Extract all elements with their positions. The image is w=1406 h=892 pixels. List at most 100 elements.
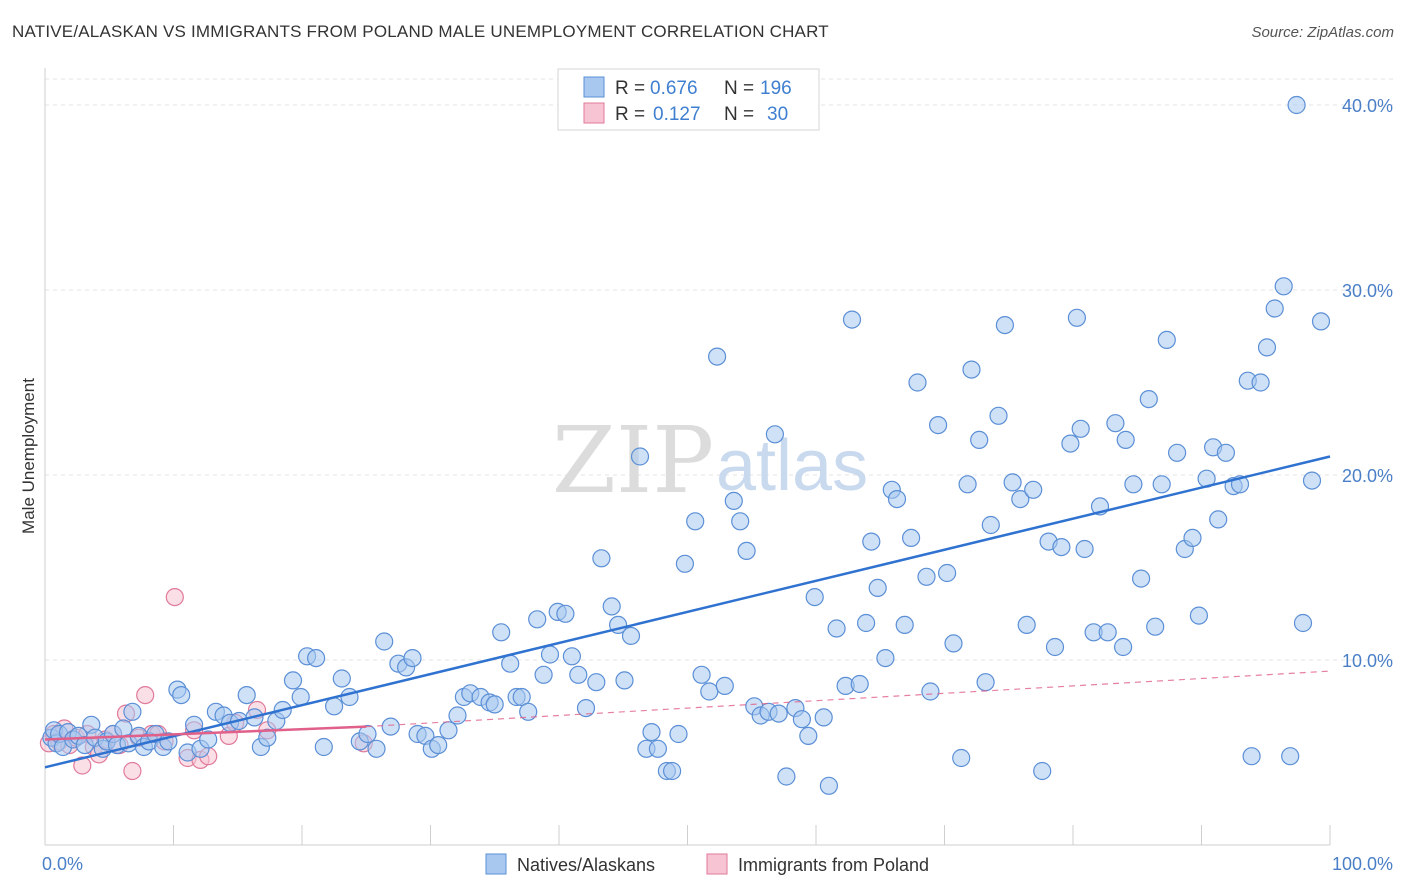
legend-r-value-2: 0.127: [653, 104, 701, 125]
point-native-73: [534, 665, 553, 684]
point-native-68: [501, 654, 520, 673]
point-native-175: [1242, 747, 1261, 766]
point-native-29: [199, 730, 218, 749]
point-native-151: [1075, 539, 1094, 559]
point-native-177: [1257, 338, 1277, 357]
point-native-163: [1157, 330, 1176, 349]
point-native-52: [381, 717, 400, 736]
point-native-136: [976, 673, 995, 692]
point-native-178: [1265, 299, 1284, 318]
point-native-111: [805, 587, 824, 607]
point-native-82: [602, 597, 621, 616]
point-native-67: [492, 623, 511, 642]
point-native-34: [237, 685, 256, 705]
point-native-158: [1124, 475, 1143, 494]
point-native-95: [692, 665, 711, 684]
point-native-105: [765, 425, 785, 444]
point-native-25: [172, 685, 191, 705]
point-native-43: [307, 648, 326, 668]
y-tick-label-10: 10.0%: [1342, 651, 1393, 671]
point-native-77: [562, 647, 582, 666]
point-native-156: [1113, 637, 1133, 657]
point-native-142: [1017, 615, 1036, 635]
point-native-148: [1061, 434, 1080, 453]
point-native-84: [615, 671, 634, 690]
point-native-143: [1024, 480, 1043, 499]
y-tick-label-40: 40.0%: [1342, 96, 1393, 116]
point-native-181: [1287, 95, 1306, 115]
point-native-180: [1281, 747, 1300, 766]
x-tick-marks: [44, 825, 1331, 845]
point-native-149: [1067, 308, 1087, 327]
point-native-96: [700, 682, 719, 701]
legend-n-value-1: 196: [760, 78, 792, 99]
chart-title: NATIVE/ALASKAN VS IMMIGRANTS FROM POLAND…: [12, 22, 829, 41]
point-native-99: [724, 491, 743, 510]
point-native-59: [429, 735, 448, 755]
series-natives-alaskans: [42, 95, 1331, 795]
x-tick-labels: 0.0% 100.0%: [42, 854, 1393, 874]
point-native-121: [876, 648, 895, 668]
point-native-71: [519, 702, 538, 721]
point-native-81: [592, 549, 611, 568]
legend: R = 0.676 N = 196 R = 0.127 N = 30: [557, 68, 820, 131]
legend-n-value-2: 30: [767, 104, 788, 125]
legend-r-label-2: R =: [615, 104, 645, 125]
x-tick-label-100: 100.0%: [1332, 854, 1393, 874]
point-native-117: [850, 674, 869, 694]
legend-n-label-2: N =: [724, 104, 754, 125]
point-native-170: [1209, 510, 1228, 529]
point-native-184: [1311, 312, 1331, 331]
point-native-74: [540, 645, 560, 664]
point-native-160: [1139, 390, 1158, 409]
bottom-legend-natives: Natives/Alaskans: [517, 855, 655, 875]
point-native-133: [958, 475, 977, 494]
trendline-natives: [44, 455, 1331, 769]
point-native-124: [895, 615, 914, 635]
point-native-101: [737, 541, 756, 561]
point-native-110: [799, 726, 818, 746]
point-native-91: [662, 761, 682, 781]
point-native-100: [731, 512, 750, 531]
point-native-179: [1274, 277, 1293, 296]
point-native-97: [707, 347, 727, 366]
point-native-155: [1106, 414, 1125, 433]
point-native-127: [917, 567, 936, 586]
bottom-legend-swatch-natives: [485, 853, 507, 875]
point-native-129: [928, 416, 948, 435]
point-native-119: [862, 532, 881, 551]
point-native-98: [715, 676, 734, 696]
point-native-66: [485, 695, 504, 714]
point-native-176: [1251, 373, 1270, 392]
point-native-86: [630, 447, 650, 466]
point-native-144: [1033, 761, 1052, 781]
point-native-138: [989, 406, 1008, 425]
point-native-135: [970, 430, 989, 449]
chart-source: Source: ZipAtlas.com: [1251, 24, 1394, 41]
point-native-171: [1216, 443, 1236, 462]
point-native-85: [621, 626, 641, 646]
point-native-154: [1098, 623, 1117, 642]
bottom-legend: Natives/Alaskans Immigrants from Poland: [485, 853, 929, 875]
point-native-161: [1146, 617, 1165, 636]
point-native-88: [642, 722, 661, 742]
watermark: ZIP atlas: [552, 407, 868, 514]
point-native-17: [123, 702, 142, 721]
y-tick-label-30: 30.0%: [1342, 281, 1393, 301]
point-native-112: [814, 708, 833, 727]
legend-swatch-blue: [583, 76, 605, 98]
point-native-166: [1183, 528, 1202, 548]
bottom-legend-swatch-poland: [706, 853, 728, 875]
point-native-55: [403, 648, 422, 668]
point-native-141: [1011, 490, 1030, 509]
trendline-poland: [44, 725, 367, 741]
point-native-60: [439, 721, 458, 740]
point-native-94: [686, 512, 705, 531]
point-native-93: [675, 554, 695, 573]
point-native-137: [981, 515, 1000, 535]
point-native-78: [569, 665, 588, 684]
point-native-40: [283, 671, 303, 690]
point-native-79: [576, 698, 596, 718]
y-tick-labels: 10.0% 20.0% 30.0% 40.0%: [1342, 96, 1393, 671]
point-native-134: [962, 360, 981, 379]
